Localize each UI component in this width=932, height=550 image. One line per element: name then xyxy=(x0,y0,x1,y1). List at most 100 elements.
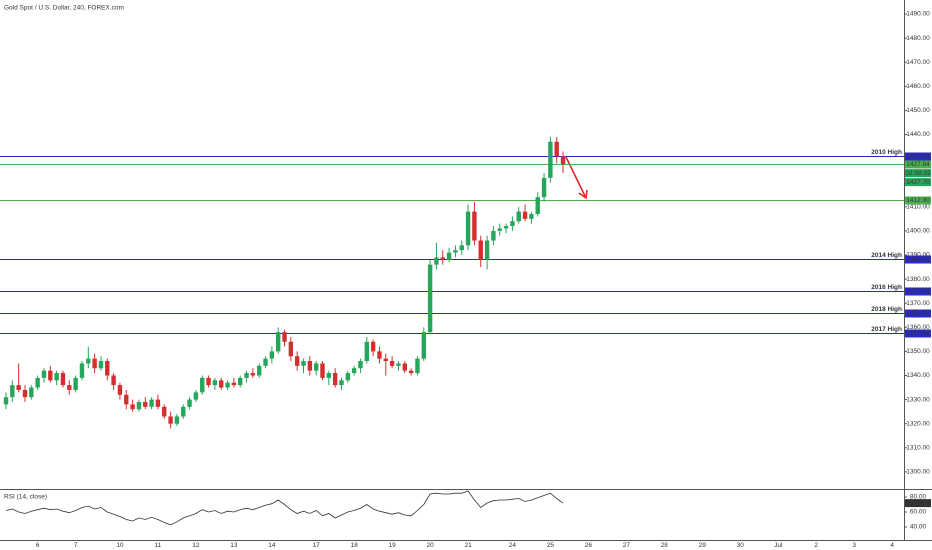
level-price-label: 1357.56 xyxy=(906,330,930,337)
candle-body xyxy=(484,240,490,260)
x-tick-label: 28 xyxy=(661,542,669,549)
candle-body xyxy=(402,363,407,371)
x-tick-label: 24 xyxy=(509,542,517,549)
y-tick-label: 1340.00 xyxy=(906,372,930,379)
rsi-tick-label: 80.00 xyxy=(910,494,927,501)
level-price-box xyxy=(905,255,931,264)
x-tick-label: 2 xyxy=(814,542,818,549)
candle-body xyxy=(206,377,211,386)
candle-body xyxy=(10,385,15,398)
candle-body xyxy=(560,156,566,165)
x-tick-label: 25 xyxy=(547,542,555,549)
candle-body xyxy=(193,392,199,400)
x-tick-label: 17 xyxy=(313,542,321,549)
candle-body xyxy=(313,363,319,371)
candle-body xyxy=(187,399,192,407)
candle-body xyxy=(35,377,40,388)
candle-body xyxy=(421,332,426,359)
level-name: 2018 High xyxy=(871,306,902,313)
candle-body xyxy=(275,332,281,352)
y-tick-label: 1410.00 xyxy=(906,204,930,211)
level-price-label: 1430.93 xyxy=(906,153,930,160)
y-tick-label: 1370.00 xyxy=(906,300,930,307)
x-tick-label: 6 xyxy=(36,542,40,549)
x-tick-label: 19 xyxy=(389,542,397,549)
y-tick-label: 1350.00 xyxy=(906,348,930,355)
candle-body xyxy=(320,363,325,378)
y-tick-label: 1490.00 xyxy=(906,11,930,18)
candle-body xyxy=(415,358,420,374)
candle-body xyxy=(301,361,306,366)
candle-body xyxy=(307,361,313,371)
candle-body xyxy=(29,387,34,398)
candle-body xyxy=(541,177,547,198)
level-name: 2017 High xyxy=(871,326,902,333)
candle-body xyxy=(162,406,167,417)
candle-body xyxy=(503,226,509,229)
countdown: 03:58:32 xyxy=(905,170,931,177)
candle-body xyxy=(459,245,464,251)
y-tick-label: 1480.00 xyxy=(906,35,930,42)
candle-body xyxy=(396,363,401,366)
candle-body xyxy=(181,406,186,417)
candle-body xyxy=(200,377,205,393)
candle-body xyxy=(472,211,477,241)
x-tick-label: 4 xyxy=(890,542,894,549)
candle-body xyxy=(219,380,224,388)
level-price-box xyxy=(905,309,931,318)
candle-body xyxy=(491,230,496,241)
candle-body xyxy=(351,368,357,374)
x-tick-label: 11 xyxy=(155,542,162,549)
candle-body xyxy=(339,380,344,386)
y-tick-label: 1330.00 xyxy=(906,396,930,403)
arrow-head xyxy=(578,189,588,200)
rsi-tick-label: 40.00 xyxy=(910,524,927,531)
x-tick-label: 20 xyxy=(426,542,434,549)
level-name: 2016 High xyxy=(871,284,902,291)
y-tick-label: 1460.00 xyxy=(906,83,930,90)
countdown-box xyxy=(905,169,931,178)
x-tick-label: 12 xyxy=(192,542,200,549)
candle-body xyxy=(250,373,256,376)
candle-body xyxy=(86,358,91,364)
last-price-box xyxy=(905,178,931,187)
candle-body xyxy=(465,211,471,246)
level-price-label: 1427.84 xyxy=(906,161,930,168)
candle-body xyxy=(54,373,59,381)
x-tick-label: 10 xyxy=(116,542,124,549)
x-tick-label: 21 xyxy=(464,542,472,549)
candle-body xyxy=(3,397,9,405)
rsi-title: RSI (14, close) xyxy=(4,494,47,501)
y-tick-label: 1470.00 xyxy=(906,59,930,66)
candle-body xyxy=(453,250,458,253)
arrow-shaft xyxy=(565,156,586,197)
candle-body xyxy=(136,401,142,410)
candle-body xyxy=(257,365,262,376)
candle-body xyxy=(446,252,452,260)
candle-body xyxy=(383,358,388,362)
level-price-label: 1412.90 xyxy=(906,197,930,204)
candle-body xyxy=(105,361,110,376)
candle-body xyxy=(548,141,553,178)
candle-body xyxy=(529,214,534,219)
y-tick-label: 1440.00 xyxy=(906,131,930,138)
candle-body xyxy=(497,228,502,231)
candle-body xyxy=(16,385,21,390)
x-tick-label: 27 xyxy=(623,542,631,549)
level-price-box xyxy=(905,287,931,296)
chart-title: Gold Spot / U.S. Dollar, 240, FOREX.com xyxy=(4,5,124,12)
candle-body xyxy=(143,401,148,407)
x-tick-label: 26 xyxy=(585,542,593,549)
candle-body xyxy=(434,257,439,265)
candle-body xyxy=(427,264,433,333)
candle-body xyxy=(408,370,414,374)
candle-body xyxy=(225,382,230,388)
candle-body xyxy=(73,377,78,390)
candle-body xyxy=(370,341,376,352)
candle-body xyxy=(174,416,180,424)
candle-body xyxy=(124,394,129,405)
candle-body xyxy=(364,341,370,362)
candle-body xyxy=(130,404,135,410)
candle-body xyxy=(67,385,72,390)
